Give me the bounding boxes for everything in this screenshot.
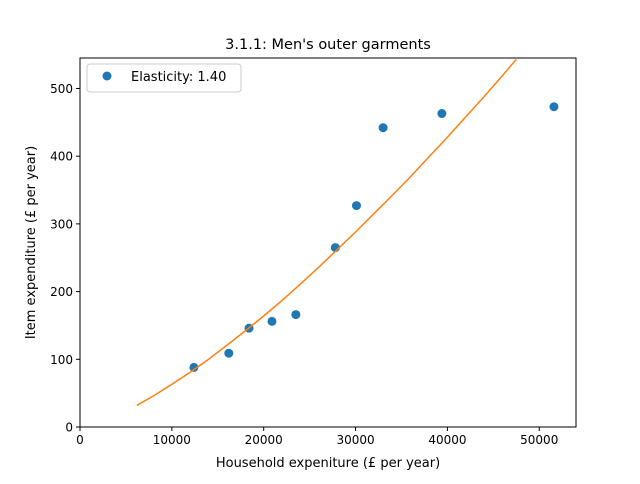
data-point — [437, 109, 447, 119]
legend-box — [86, 63, 242, 93]
x-tick-label: 20000 — [245, 433, 283, 447]
x-axis: 0 10000 20000 30000 40000 50000 — [76, 427, 558, 447]
data-point — [189, 362, 199, 372]
data-point — [224, 348, 234, 358]
data-point — [291, 310, 301, 320]
x-tick-label: 10000 — [153, 433, 191, 447]
y-tick-label: 400 — [50, 150, 73, 164]
y-tick-label: 500 — [50, 82, 73, 96]
y-tick-label: 200 — [50, 285, 73, 299]
data-point — [267, 316, 277, 326]
legend-marker — [102, 71, 112, 81]
legend: Elasticity: 1.40 — [86, 63, 242, 93]
fit-line — [136, 58, 517, 406]
y-tick-label: 300 — [50, 217, 73, 231]
y-tick-label: 100 — [50, 353, 73, 367]
data-point — [378, 123, 388, 133]
legend-label: Elasticity: 1.40 — [131, 70, 226, 85]
x-tick-label: 50000 — [520, 433, 558, 447]
plot-area — [136, 58, 559, 406]
chart-title: 3.1.1: Men's outer garments — [225, 37, 431, 53]
data-point — [351, 201, 361, 211]
y-axis: 0 100 200 300 400 500 — [50, 82, 80, 435]
y-axis-label: Item expenditure (£ per year) — [24, 146, 39, 339]
x-axis-label: Household expeniture (£ per year) — [216, 456, 440, 471]
x-tick-label: 30000 — [336, 433, 374, 447]
y-tick-label: 0 — [65, 421, 73, 435]
x-tick-label: 40000 — [428, 433, 466, 447]
x-tick-label: 0 — [76, 433, 84, 447]
axes-frame — [79, 57, 577, 428]
data-point — [549, 102, 559, 112]
